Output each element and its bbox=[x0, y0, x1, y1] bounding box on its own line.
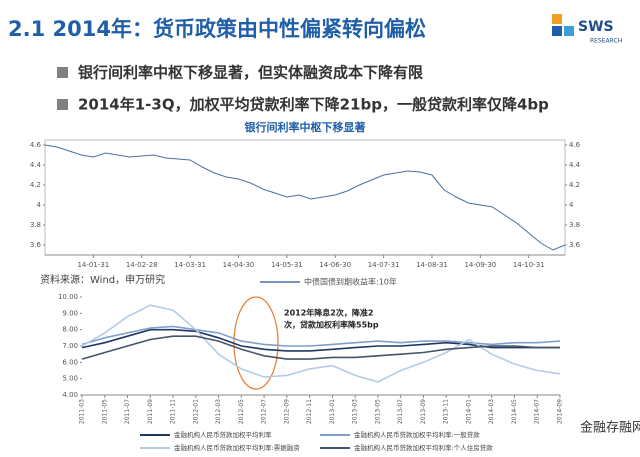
y2-tick-label: 4.6 bbox=[569, 141, 581, 149]
x-tick-label: 2012-05 bbox=[238, 399, 245, 424]
bullet-text: 银行间利率中枢下移显著，但实体融资成本下降有限 bbox=[78, 64, 423, 82]
y-tick-label: 3.8 bbox=[30, 221, 41, 229]
chart-title: 银行间利率中枢下移显著 bbox=[245, 120, 366, 134]
y2-tick-label: 4 bbox=[569, 201, 574, 209]
y-tick-label: 6.00 bbox=[62, 358, 78, 366]
x-tick-label: 2012-11 bbox=[306, 399, 313, 424]
bullet-icon bbox=[57, 99, 68, 110]
x-tick-label: 2011-09 bbox=[147, 399, 154, 424]
legend-label: 金融机构人民币贷款加权平均利率:票据融资 bbox=[174, 443, 300, 452]
logo-text: SWS bbox=[578, 19, 614, 35]
annotation: 次，贷款加权利率降55bp bbox=[284, 320, 379, 330]
data-line bbox=[81, 335, 560, 360]
x-tick-label: 2014-09 bbox=[557, 399, 564, 424]
y-tick-label: 4.4 bbox=[30, 161, 42, 169]
legend-label: 金融机构人民币贷款加权平均利率:个人住房贷款 bbox=[354, 443, 493, 452]
x-tick-label: 2011-11 bbox=[170, 399, 177, 424]
logo-subtext: RESEARCH bbox=[590, 38, 622, 45]
y-tick-label: 4.2 bbox=[30, 181, 41, 189]
x-tick-label: 2011-05 bbox=[101, 399, 108, 424]
x-tick-label: 2013-07 bbox=[397, 399, 404, 424]
x-tick-label: 2013-05 bbox=[374, 399, 381, 424]
legend-label: 金融机构人民币贷款加权平均利率 bbox=[174, 430, 272, 439]
y2-tick-label: 4.4 bbox=[569, 161, 581, 169]
y-tick-label: 3.6 bbox=[30, 241, 42, 249]
logo-mark bbox=[552, 26, 562, 36]
x-tick-label: 2013-01 bbox=[329, 399, 336, 424]
y-tick-label: 10.00 bbox=[58, 293, 78, 301]
x-tick-label: 14-09-30 bbox=[464, 261, 496, 269]
x-tick-label: 14-06-30 bbox=[319, 261, 351, 269]
y2-tick-label: 3.8 bbox=[569, 221, 580, 229]
logo: SWS RESEARCH bbox=[552, 14, 622, 45]
x-tick-label: 2012-01 bbox=[192, 399, 199, 424]
bullet-icon bbox=[57, 67, 68, 78]
watermark: 金融存融网 bbox=[580, 420, 640, 436]
legend-label: 金融机构人民币贷款加权平均利率:一般贷款 bbox=[354, 430, 480, 439]
x-tick-label: 2013-09 bbox=[420, 399, 427, 424]
annotation: 2012年降息2次，降准2 bbox=[284, 308, 373, 318]
x-tick-label: 14-01-31 bbox=[77, 261, 109, 269]
slide-title: 2.1 2014年：货币政策由中性偏紧转向偏松 bbox=[8, 17, 426, 41]
y-tick-label: 9.00 bbox=[62, 309, 78, 317]
legend-label: 中债国债到期收益率:10年 bbox=[304, 277, 397, 287]
logo-mark bbox=[552, 14, 562, 24]
data-line bbox=[81, 325, 561, 347]
x-tick-label: 14-10-31 bbox=[513, 261, 545, 269]
x-tick-label: 2014-05 bbox=[511, 399, 518, 424]
x-tick-label: 14-04-30 bbox=[223, 261, 255, 269]
x-tick-label: 14-05-31 bbox=[271, 261, 303, 269]
x-tick-label: 14-02-28 bbox=[126, 261, 158, 269]
y-tick-label: 4.00 bbox=[62, 391, 78, 399]
x-tick-label: 2012-03 bbox=[215, 399, 222, 424]
x-tick-label: 14-03-31 bbox=[174, 261, 206, 269]
x-tick-label: 2012-07 bbox=[261, 399, 268, 424]
y2-tick-label: 4.2 bbox=[569, 181, 580, 189]
x-tick-label: 2014-01 bbox=[465, 399, 472, 424]
data-line bbox=[44, 144, 566, 251]
x-tick-label: 2011-03 bbox=[79, 399, 86, 424]
y-tick-label: 5.00 bbox=[62, 375, 78, 383]
x-tick-label: 14-08-31 bbox=[416, 261, 448, 269]
x-tick-label: 2014-07 bbox=[534, 399, 541, 424]
x-tick-label: 2014-03 bbox=[488, 399, 495, 424]
source-note: 资料来源：Wind，申万研究 bbox=[40, 273, 165, 286]
logo-mark bbox=[564, 26, 574, 36]
y2-tick-label: 3.6 bbox=[569, 241, 581, 249]
x-tick-label: 2011-07 bbox=[124, 399, 131, 424]
bullet-text: 2014年1-3Q，加权平均贷款利率下降21bp，一般贷款利率仅降4bp bbox=[78, 96, 549, 114]
y-tick-label: 4.6 bbox=[30, 141, 42, 149]
y-tick-label: 8.00 bbox=[62, 326, 78, 334]
x-tick-label: 14-07-31 bbox=[368, 261, 400, 269]
x-tick-label: 2013-11 bbox=[443, 399, 450, 424]
x-tick-label: 2012-09 bbox=[283, 399, 290, 424]
x-tick-label: 2013-03 bbox=[352, 399, 359, 424]
y-tick-label: 4 bbox=[37, 201, 42, 209]
y-tick-label: 7.00 bbox=[62, 342, 78, 350]
